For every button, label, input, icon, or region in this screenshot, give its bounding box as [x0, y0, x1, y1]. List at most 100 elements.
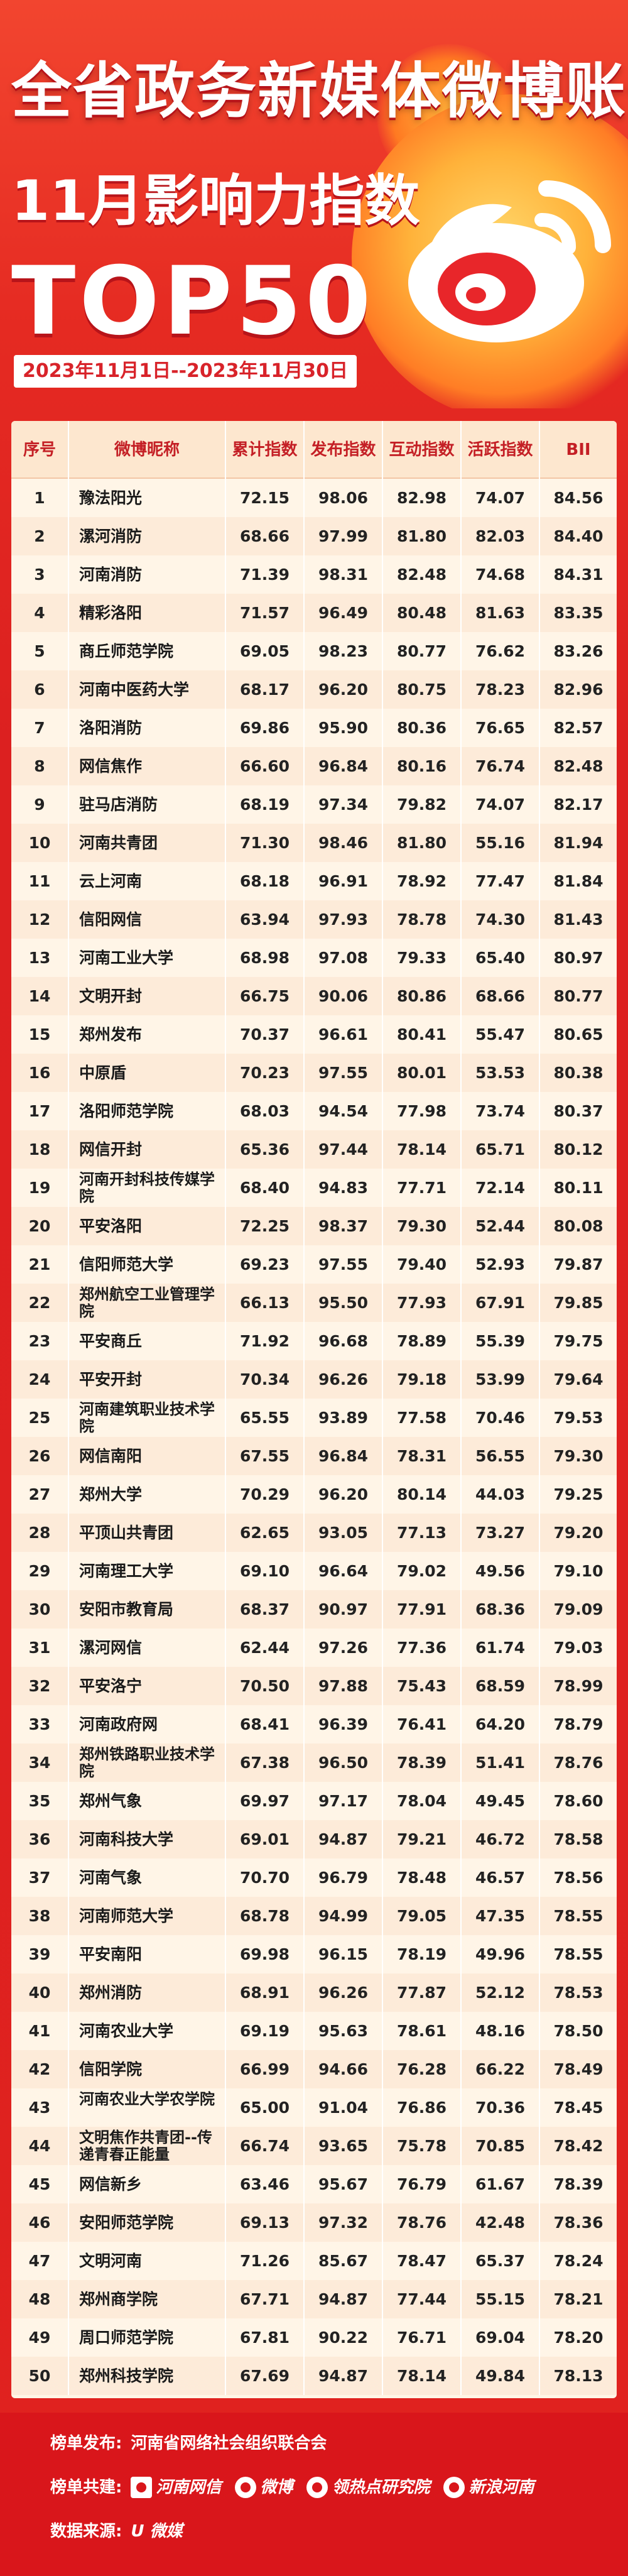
- account-name-cell: 商丘师范学院: [69, 632, 226, 670]
- table-row: 20 平安洛阳 72.25 98.37 79.30 52.44 80.08: [11, 1207, 617, 1245]
- table-row: 28 平顶山共青团 62.65 93.05 77.13 73.27 79.20: [11, 1514, 617, 1552]
- publisher-name: 河南省网络社会组织联合会: [131, 2434, 327, 2453]
- score-cell: 42.48: [462, 2203, 540, 2242]
- score-cell: 69.23: [226, 1245, 305, 1284]
- score-cell: 96.20: [305, 670, 383, 709]
- table-row: 10 河南共青团 71.30 98.46 81.80 55.16 81.94: [11, 824, 617, 862]
- score-cell: 65.00: [226, 2088, 305, 2127]
- score-cell: 51.41: [462, 1744, 540, 1782]
- score-cell: 82.48: [540, 747, 617, 785]
- score-cell: 97.55: [305, 1245, 383, 1284]
- table-row: 44 文明焦作共青团--传递青春正能量 66.74 93.65 75.78 70.85 78…: [11, 2127, 617, 2165]
- score-cell: 78.76: [383, 2203, 462, 2242]
- score-cell: 84.56: [540, 479, 617, 517]
- table-row: 50 郑州科技学院 67.69 94.87 78.14 49.84 78.13: [11, 2357, 617, 2395]
- score-cell: 98.37: [305, 1207, 383, 1245]
- column-header: 发布指数: [305, 421, 383, 479]
- table-row: 33 河南政府网 68.41 96.39 76.41 64.20 78.79: [11, 1705, 617, 1744]
- score-cell: 95.90: [305, 709, 383, 747]
- table-row: 34 郑州铁路职业技术学院 67.38 96.50 78.39 51.41 78.76: [11, 1744, 617, 1782]
- score-cell: 67.71: [226, 2280, 305, 2318]
- account-name-cell: 洛阳消防: [69, 709, 226, 747]
- rank-cell: 13: [11, 939, 69, 977]
- score-cell: 78.47: [383, 2242, 462, 2280]
- table-row: 6 河南中医药大学 68.17 96.20 80.75 78.23 82.96: [11, 670, 617, 709]
- score-cell: 68.17: [226, 670, 305, 709]
- score-cell: 77.98: [383, 1092, 462, 1130]
- score-cell: 53.53: [462, 1054, 540, 1092]
- score-cell: 67.81: [226, 2318, 305, 2357]
- sina-icon: [443, 2477, 465, 2498]
- score-cell: 94.87: [305, 1820, 383, 1858]
- account-name-cell: 平安南阳: [69, 1935, 226, 1973]
- account-name-cell: 信阳网信: [69, 900, 226, 939]
- score-cell: 84.40: [540, 517, 617, 555]
- score-cell: 49.84: [462, 2357, 540, 2395]
- rank-cell: 5: [11, 632, 69, 670]
- score-cell: 77.58: [383, 1399, 462, 1437]
- score-cell: 78.21: [540, 2280, 617, 2318]
- account-name-cell: 河南理工大学: [69, 1552, 226, 1590]
- score-cell: 79.05: [383, 1897, 462, 1935]
- score-cell: 49.45: [462, 1782, 540, 1820]
- score-cell: 80.14: [383, 1475, 462, 1514]
- score-cell: 71.39: [226, 555, 305, 594]
- score-cell: 96.50: [305, 1744, 383, 1782]
- score-cell: 80.08: [540, 1207, 617, 1245]
- account-name-cell: 安阳师范学院: [69, 2203, 226, 2242]
- score-cell: 78.48: [383, 1858, 462, 1897]
- score-cell: 78.89: [383, 1322, 462, 1360]
- score-cell: 79.33: [383, 939, 462, 977]
- column-header: 序号: [11, 421, 69, 479]
- score-cell: 48.16: [462, 2012, 540, 2050]
- table-body: 1 豫法阳光 72.15 98.06 82.98 74.07 84.56 2 漯河消防 68.66…: [11, 479, 617, 2395]
- account-name-cell: 安阳市教育局: [69, 1590, 226, 1629]
- score-cell: 65.40: [462, 939, 540, 977]
- score-cell: 80.37: [540, 1092, 617, 1130]
- column-header: 微博昵称: [69, 421, 226, 479]
- score-cell: 78.61: [383, 2012, 462, 2050]
- score-cell: 77.13: [383, 1514, 462, 1552]
- header: 全省政务新媒体微博账号 11月影响力指数 TOP50 2023年11月1日--2…: [0, 0, 628, 408]
- account-name-cell: 郑州科技学院: [69, 2357, 226, 2395]
- rank-cell: 32: [11, 1667, 69, 1705]
- score-cell: 80.65: [540, 1015, 617, 1054]
- footer: 榜单发布: 河南省网络社会组织联合会 榜单共建: 河南网信 微博 领热点研究院: [0, 2413, 628, 2576]
- score-cell: 95.63: [305, 2012, 383, 2050]
- score-cell: 69.13: [226, 2203, 305, 2242]
- score-cell: 78.13: [540, 2357, 617, 2395]
- score-cell: 95.50: [305, 1284, 383, 1322]
- score-cell: 68.36: [462, 1590, 540, 1629]
- score-cell: 56.55: [462, 1437, 540, 1475]
- table-row: 29 河南理工大学 69.10 96.64 79.02 49.56 79.10: [11, 1552, 617, 1590]
- score-cell: 46.57: [462, 1858, 540, 1897]
- score-cell: 55.39: [462, 1322, 540, 1360]
- score-cell: 52.44: [462, 1207, 540, 1245]
- rank-cell: 31: [11, 1629, 69, 1667]
- score-cell: 80.01: [383, 1054, 462, 1092]
- score-cell: 68.03: [226, 1092, 305, 1130]
- score-cell: 94.87: [305, 2280, 383, 2318]
- score-cell: 69.01: [226, 1820, 305, 1858]
- score-cell: 97.55: [305, 1054, 383, 1092]
- account-name-cell: 漯河网信: [69, 1629, 226, 1667]
- table-row: 26 网信南阳 67.55 96.84 78.31 56.55 79.30: [11, 1437, 617, 1475]
- score-cell: 96.26: [305, 1973, 383, 2012]
- source-row: 数据来源: U 微媒: [50, 2516, 183, 2547]
- score-cell: 53.99: [462, 1360, 540, 1399]
- score-cell: 78.39: [383, 1744, 462, 1782]
- score-cell: 93.05: [305, 1514, 383, 1552]
- score-cell: 72.15: [226, 479, 305, 517]
- score-cell: 78.36: [540, 2203, 617, 2242]
- rank-cell: 44: [11, 2127, 69, 2165]
- score-cell: 70.23: [226, 1054, 305, 1092]
- score-cell: 79.53: [540, 1399, 617, 1437]
- score-cell: 47.35: [462, 1897, 540, 1935]
- score-cell: 68.66: [226, 517, 305, 555]
- score-cell: 78.14: [383, 2357, 462, 2395]
- table-row: 37 河南气象 70.70 96.79 78.48 46.57 78.56: [11, 1858, 617, 1897]
- publisher-row: 榜单发布: 河南省网络社会组织联合会: [50, 2428, 327, 2459]
- score-cell: 52.93: [462, 1245, 540, 1284]
- score-cell: 66.13: [226, 1284, 305, 1322]
- table-row: 45 网信新乡 63.46 95.67 76.79 61.67 78.39: [11, 2165, 617, 2203]
